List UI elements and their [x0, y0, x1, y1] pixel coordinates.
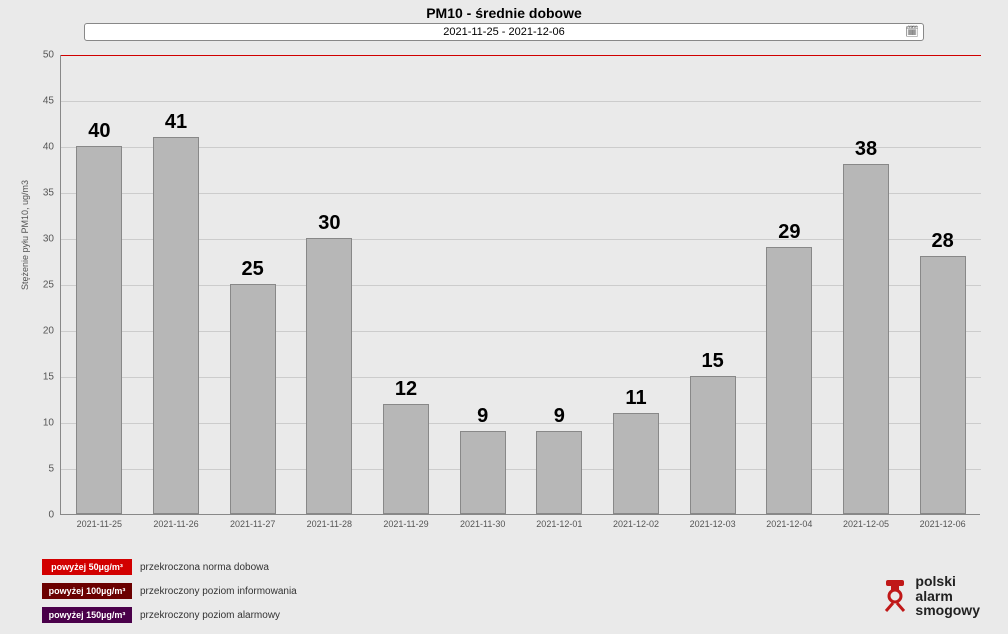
x-tick-label: 2021-11-30 — [460, 519, 505, 529]
bar-value-label: 25 — [242, 258, 264, 281]
chart-title: PM10 - średnie dobowe — [0, 0, 1008, 23]
bar — [766, 247, 812, 514]
bar-value-label: 29 — [778, 221, 800, 244]
bar-value-label: 11 — [625, 387, 646, 410]
bar-value-label: 15 — [702, 350, 724, 373]
bar — [153, 137, 199, 514]
brand-logo: polski alarm smogowy — [881, 574, 980, 618]
x-tick-label: 2021-11-26 — [153, 519, 198, 529]
bar-value-label: 9 — [554, 405, 565, 428]
bar — [306, 238, 352, 514]
date-range-picker[interactable]: 2021-11-25 - 2021-12-06 🗓 — [84, 23, 924, 41]
bar-value-label: 40 — [88, 120, 110, 143]
bar — [613, 413, 659, 514]
y-tick-label: 5 — [24, 464, 54, 475]
bar — [536, 431, 582, 514]
y-tick-label: 40 — [24, 142, 54, 153]
legend-row: powyżej 150µg/m³ przekroczony poziom alar… — [42, 606, 297, 624]
x-tick-label: 2021-12-05 — [843, 519, 889, 529]
x-tick-label: 2021-12-01 — [536, 519, 582, 529]
legend-badge: powyżej 50µg/m³ — [42, 559, 132, 575]
logo-line3: smogowy — [915, 603, 980, 618]
bar-value-label: 9 — [477, 405, 488, 428]
bar — [920, 256, 966, 514]
bar — [843, 164, 889, 514]
bar — [690, 376, 736, 514]
x-tick-label: 2021-11-25 — [77, 519, 122, 529]
bar-value-label: 30 — [318, 212, 340, 235]
bar-value-label: 41 — [165, 111, 187, 134]
legend-badge: powyżej 100µg/m³ — [42, 583, 132, 599]
date-range-text: 2021-11-25 - 2021-12-06 — [443, 26, 565, 38]
calendar-icon: 🗓 — [905, 25, 919, 38]
legend: powyżej 50µg/m³ przekroczona norma dobowa… — [42, 558, 297, 630]
legend-row: powyżej 50µg/m³ przekroczona norma dobowa — [42, 558, 297, 576]
bar-value-label: 38 — [855, 138, 877, 161]
bar — [230, 284, 276, 514]
y-tick-label: 50 — [24, 50, 54, 61]
gridline — [61, 101, 981, 102]
y-tick-label: 45 — [24, 96, 54, 107]
x-tick-label: 2021-12-02 — [613, 519, 659, 529]
bar — [460, 431, 506, 514]
gridline — [61, 147, 981, 148]
y-tick-label: 25 — [24, 280, 54, 291]
bar — [76, 146, 122, 514]
x-tick-label: 2021-11-29 — [383, 519, 428, 529]
logo-text: polski alarm smogowy — [915, 574, 980, 618]
legend-text: przekroczony poziom informowania — [140, 586, 297, 597]
legend-row: powyżej 100µg/m³ przekroczony poziom info… — [42, 582, 297, 600]
y-tick-label: 0 — [24, 510, 54, 521]
logo-line1: polski — [915, 574, 980, 589]
y-tick-label: 35 — [24, 188, 54, 199]
plot-area: 05101520253035404550402021-11-25412021-1… — [60, 55, 980, 515]
x-tick-label: 2021-11-27 — [230, 519, 275, 529]
x-tick-label: 2021-11-28 — [307, 519, 352, 529]
chart-area: 05101520253035404550402021-11-25412021-1… — [60, 55, 980, 535]
bar — [383, 404, 429, 514]
y-tick-label: 15 — [24, 372, 54, 383]
legend-badge: powyżej 150µg/m³ — [42, 607, 132, 623]
x-tick-label: 2021-12-06 — [920, 519, 966, 529]
x-tick-label: 2021-12-03 — [690, 519, 736, 529]
logo-line2: alarm — [915, 589, 980, 604]
legend-text: przekroczony poziom alarmowy — [140, 610, 280, 621]
threshold-line — [61, 55, 981, 56]
y-tick-label: 20 — [24, 326, 54, 337]
legend-text: przekroczona norma dobowa — [140, 562, 269, 573]
x-tick-label: 2021-12-04 — [766, 519, 812, 529]
y-tick-label: 10 — [24, 418, 54, 429]
logo-mark-icon — [881, 578, 909, 614]
y-tick-label: 30 — [24, 234, 54, 245]
bar-value-label: 28 — [932, 230, 954, 253]
bar-value-label: 12 — [395, 378, 417, 401]
